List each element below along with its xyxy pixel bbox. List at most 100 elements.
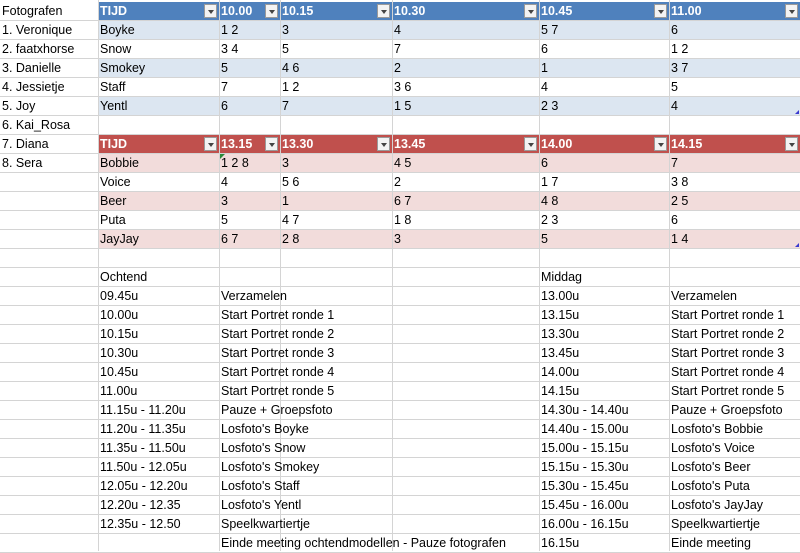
table1-header-cell[interactable]: 10.15 — [282, 4, 314, 18]
morning-activity[interactable]: Losfoto's Boyke — [221, 422, 309, 436]
table1-cell[interactable]: 1 2 — [221, 23, 239, 37]
table1-cell[interactable]: 4 — [671, 99, 678, 113]
photographer-item[interactable]: 3. Danielle — [2, 61, 62, 75]
table2-cell[interactable]: 2 3 — [541, 213, 559, 227]
table2-cell[interactable]: 4 5 — [394, 156, 412, 170]
afternoon-activity[interactable]: Start Portret ronde 3 — [671, 346, 785, 360]
morning-time[interactable]: 09.45u — [100, 289, 139, 303]
morning-time[interactable]: 11.00u — [100, 384, 138, 398]
table2-cell[interactable]: 3 — [221, 194, 228, 208]
morning-time[interactable]: 11.50u - 12.05u — [100, 460, 187, 474]
table2-cell[interactable]: Voice — [100, 175, 131, 189]
morning-time[interactable]: 12.20u - 12.35 — [100, 498, 181, 512]
table1-cell[interactable]: 1 5 — [394, 99, 412, 113]
afternoon-activity[interactable]: Losfoto's JayJay — [671, 498, 764, 512]
table1-header-cell[interactable]: TIJD — [100, 4, 128, 18]
table2-cell[interactable]: 6 — [541, 156, 548, 170]
afternoon-time[interactable]: 15.15u - 15.30u — [541, 460, 629, 474]
afternoon-time[interactable]: 14.40u - 15.00u — [541, 422, 629, 436]
table1-cell[interactable]: 3 7 — [671, 61, 689, 75]
afternoon-time[interactable]: 14.15u — [541, 384, 580, 398]
table1-cell[interactable]: 4 6 — [282, 61, 300, 75]
table2-cell[interactable]: 4 7 — [282, 213, 300, 227]
morning-time[interactable]: 11.35u - 11.50u — [100, 441, 186, 455]
morning-time[interactable]: 10.15u — [100, 327, 139, 341]
table2-cell[interactable]: 1 7 — [541, 175, 559, 189]
photographers-title[interactable]: Fotografen — [2, 4, 63, 18]
afternoon-time[interactable]: 14.30u - 14.40u — [541, 403, 629, 417]
table1-cell[interactable]: 1 2 — [671, 42, 689, 56]
table2-header-cell[interactable]: 14.00 — [541, 137, 573, 151]
table1-cell[interactable]: 6 — [221, 99, 228, 113]
table2-cell[interactable]: 4 8 — [541, 194, 559, 208]
morning-activity[interactable]: Start Portret ronde 2 — [221, 327, 335, 341]
morning-time[interactable]: 10.45u — [100, 365, 139, 379]
table-resize-handle-icon[interactable] — [795, 110, 799, 114]
afternoon-activity[interactable]: Losfoto's Bobbie — [671, 422, 764, 436]
table-resize-handle-icon[interactable] — [795, 243, 799, 247]
table1-cell[interactable]: 1 2 — [282, 80, 300, 94]
afternoon-activity[interactable]: Start Portret ronde 2 — [671, 327, 785, 341]
table2-cell[interactable]: 4 — [221, 175, 228, 189]
afternoon-activity[interactable]: Speelkwartiertje — [671, 517, 760, 531]
table2-header-cell[interactable]: 13.45 — [394, 137, 426, 151]
afternoon-activity[interactable]: Losfoto's Puta — [671, 479, 750, 493]
table1-cell[interactable]: 2 3 — [541, 99, 559, 113]
table1-cell[interactable]: 4 — [394, 23, 401, 37]
table1-cell[interactable]: 1 — [541, 61, 548, 75]
table1-cell[interactable]: 6 — [541, 42, 548, 56]
filter-dropdown-icon[interactable] — [265, 4, 278, 18]
filter-dropdown-icon[interactable] — [654, 4, 667, 18]
afternoon-time[interactable]: 13.00u — [541, 289, 580, 303]
photographer-item[interactable]: 8. Sera — [2, 156, 43, 170]
table2-cell[interactable]: 7 — [671, 156, 678, 170]
morning-activity[interactable]: Losfoto's Staff — [221, 479, 300, 493]
table1-header-cell[interactable]: 11.00 — [671, 4, 702, 18]
table2-cell[interactable]: 1 4 — [671, 232, 689, 246]
table1-cell[interactable]: 7 — [394, 42, 401, 56]
afternoon-time[interactable]: 13.45u — [541, 346, 580, 360]
table1-header-cell[interactable]: 10.00 — [221, 4, 253, 18]
table1-cell[interactable]: 5 — [221, 61, 228, 75]
afternoon-activity[interactable]: Start Portret ronde 4 — [671, 365, 785, 379]
photographer-item[interactable]: 5. Joy — [2, 99, 36, 113]
photographer-item[interactable]: 7. Diana — [2, 137, 49, 151]
filter-dropdown-icon[interactable] — [377, 137, 390, 151]
morning-time[interactable]: 12.05u - 12.20u — [100, 479, 188, 493]
filter-dropdown-icon[interactable] — [785, 4, 798, 18]
morning-activity[interactable]: Pauze + Groepsfoto — [221, 403, 333, 417]
filter-dropdown-icon[interactable] — [524, 137, 537, 151]
table1-header-cell[interactable]: 10.45 — [541, 4, 573, 18]
table1-cell[interactable]: 5 — [282, 42, 289, 56]
table2-cell[interactable]: 5 — [221, 213, 228, 227]
afternoon-time[interactable]: 13.30u — [541, 327, 580, 341]
table2-cell[interactable]: 1 8 — [394, 213, 412, 227]
morning-activity[interactable]: Start Portret ronde 4 — [221, 365, 335, 379]
table2-cell[interactable]: 2 8 — [282, 232, 300, 246]
morning-activity[interactable]: Start Portret ronde 3 — [221, 346, 335, 360]
morning-time[interactable]: 11.20u - 11.35u — [100, 422, 186, 436]
table2-cell[interactable]: 2 — [394, 175, 401, 189]
morning-label[interactable]: Ochtend — [100, 270, 148, 284]
table1-cell[interactable]: Snow — [100, 42, 132, 56]
filter-dropdown-icon[interactable] — [654, 137, 667, 151]
afternoon-activity[interactable]: Pauze + Groepsfoto — [671, 403, 783, 417]
table1-cell[interactable]: 5 — [671, 80, 678, 94]
morning-activity[interactable]: Einde meeting ochtendmodellen - Pauze fo… — [221, 536, 506, 550]
afternoon-activity[interactable]: Verzamelen — [671, 289, 738, 303]
table2-header-cell[interactable]: 14.15 — [671, 137, 703, 151]
table2-cell[interactable]: 2 5 — [671, 194, 689, 208]
table1-cell[interactable]: Boyke — [100, 23, 135, 37]
table1-cell[interactable]: 2 — [394, 61, 401, 75]
photographer-item[interactable]: 6. Kai_Rosa — [2, 118, 71, 132]
morning-activity[interactable]: Losfoto's Yentl — [221, 498, 302, 512]
afternoon-time[interactable]: 14.00u — [541, 365, 580, 379]
table1-cell[interactable]: 3 6 — [394, 80, 412, 94]
afternoon-time[interactable]: 13.15u — [541, 308, 580, 322]
morning-time[interactable]: 10.00u — [100, 308, 139, 322]
morning-activity[interactable]: Speelkwartiertje — [221, 517, 310, 531]
table1-cell[interactable]: Staff — [100, 80, 126, 94]
table2-cell[interactable]: Bobbie — [100, 156, 139, 170]
afternoon-activity[interactable]: Start Portret ronde 1 — [671, 308, 785, 322]
